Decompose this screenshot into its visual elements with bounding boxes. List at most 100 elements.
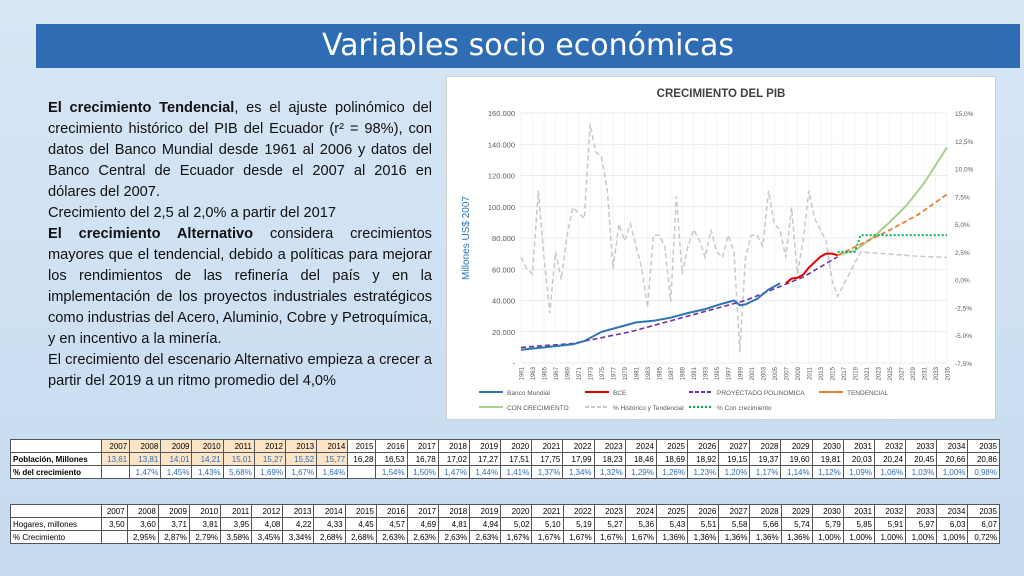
year-header-cell: 2029 (780, 439, 813, 453)
term-tendencial: El crecimiento Tendencial (48, 100, 235, 116)
y-tick-label: 160.000 (488, 109, 515, 118)
year-header-cell: 2015 (344, 504, 377, 518)
x-tick-label: 2013 (819, 366, 825, 380)
table-cell: 1,12% (811, 465, 844, 479)
year-header-cell: 2015 (347, 439, 377, 453)
year-header-cell: 2035 (967, 439, 1000, 453)
legend-label: PROYECTADO POLINOMICA (717, 390, 805, 397)
y-tick-label: 60.000 (492, 265, 515, 274)
year-header-cell: 2027 (718, 504, 751, 518)
x-tick-label: 2027 (899, 366, 905, 380)
legend-label: TENDENCIAL (847, 390, 889, 397)
table-cell: 1,36% (780, 530, 813, 544)
table-cell: 16,28 (347, 452, 377, 466)
table-cell: 5,74 (780, 517, 813, 531)
x-tick-label: 2021 (865, 366, 871, 380)
year-header-cell: 2031 (842, 439, 875, 453)
table-cell: 4,94 (469, 517, 502, 531)
table-cell: 6,03 (936, 517, 969, 531)
table-cell: 4,81 (438, 517, 471, 531)
x-tick-label: 1985 (658, 366, 664, 380)
table-cell: 1,09% (842, 465, 875, 479)
y2-tick-label: -2,5% (955, 305, 972, 312)
table-cell: 17,27 (468, 452, 502, 466)
year-header-cell: 2016 (375, 439, 408, 453)
year-header-cell: 2034 (936, 504, 969, 518)
table-cell: 1,67% (624, 530, 658, 544)
table-cell: 20,24 (873, 452, 907, 466)
table-cell: 3,45% (251, 530, 284, 544)
table-cell: 1,26% (655, 465, 689, 479)
table-cell: 2,68% (344, 530, 377, 544)
table-row: Hogares, millones 3,50 3,60 3,71 3,81 3,95 4,0… (10, 517, 1000, 531)
year-header-cell: 2032 (873, 439, 907, 453)
x-tick-label: 2033 (934, 366, 940, 380)
table-cell: 1,44% (468, 465, 502, 479)
table-row: % del crecimiento 1,47% 1,45% 1,43% 5,68% 1,6… (10, 465, 1000, 479)
table-cell: 18,46 (624, 452, 657, 466)
year-header-cell: 2033 (905, 504, 938, 518)
table-cell: 2,63% (406, 530, 440, 544)
table-cell: 5,43 (656, 517, 689, 531)
table-cell: 19,81 (811, 452, 844, 466)
y-tick-label: 40.000 (492, 297, 515, 306)
series-line--con-crecimiento (837, 234, 947, 253)
series-line-banco-mundial (520, 282, 781, 351)
table-cell: 1,17% (749, 465, 782, 479)
year-header-cell: 2020 (500, 504, 533, 518)
year-header-cell: 2014 (316, 439, 349, 453)
year-header-cell: 2010 (188, 504, 222, 518)
x-tick-label: 1973 (589, 366, 595, 380)
table-cell: 15,52 (284, 452, 318, 466)
table-cell: 1,50% (406, 465, 439, 479)
table-cell: 1,47% (129, 465, 162, 479)
table-cell: 2,95% (126, 530, 159, 544)
term-alternativo: El crecimiento Alternativo (48, 226, 254, 242)
table-cell: 20,66 (936, 452, 969, 466)
table-cell (100, 465, 131, 479)
slide-title: Variables socio económicas (36, 24, 1020, 68)
table-cell: 2,68% (313, 530, 346, 544)
table-row: % Crecimiento 2,95% 2,87% 2,79% 3,58% 3,45% 3,… (10, 530, 1000, 544)
y-tick-label: 100.000 (488, 203, 515, 212)
x-tick-label: 2017 (842, 366, 848, 380)
table-cell: 6,07 (967, 517, 1000, 531)
table-cell: 1,69% (253, 465, 286, 479)
y2-tick-label: 5,0% (955, 222, 970, 229)
y-tick-label: - (513, 359, 516, 368)
table-cell: 0,98% (967, 465, 1000, 479)
table-cell: 5,51 (687, 517, 720, 531)
table-cell: 0,72% (967, 530, 1000, 544)
table-cell: 1,64% (316, 465, 349, 479)
year-header-cell: 2033 (905, 439, 938, 453)
year-header-cell: 2017 (406, 504, 440, 518)
year-header-cell: 2021 (531, 504, 564, 518)
table-cell: 5,36 (624, 517, 658, 531)
table-cell: 1,00% (936, 465, 969, 479)
year-header-cell: 2030 (811, 439, 844, 453)
y2-tick-label: 0,0% (955, 278, 970, 285)
x-tick-label: 2031 (922, 366, 928, 380)
table-cell: 17,75 (531, 452, 564, 466)
year-header-cell: 2035 (967, 504, 1000, 518)
x-tick-label: 1991 (692, 366, 698, 380)
paragraph-tendencial: El crecimiento Tendencial, es el ajuste … (48, 98, 432, 203)
year-header-cell: 2024 (624, 439, 657, 453)
table-cell: 18,23 (593, 452, 626, 466)
year-header-cell: 2009 (160, 439, 193, 453)
table-cell: 15,77 (316, 452, 349, 466)
table-cell: 1,36% (687, 530, 720, 544)
series-line-bce (785, 252, 838, 285)
table-cell: 5,66 (749, 517, 782, 531)
table-cell: 20,86 (967, 452, 1000, 466)
table-header-cell (10, 439, 102, 453)
y2-tick-label: -7,5% (955, 361, 972, 368)
table-cell: 4,22 (282, 517, 315, 531)
table-cell: 20,45 (905, 452, 938, 466)
table-cell: 17,02 (437, 452, 470, 466)
y2-tick-label: -5,0% (955, 333, 972, 340)
x-tick-label: 2025 (888, 366, 894, 380)
x-tick-label: 1963 (531, 366, 537, 380)
table-cell: 1,45% (160, 465, 193, 479)
legend-label: Banco Mundial (507, 390, 551, 397)
